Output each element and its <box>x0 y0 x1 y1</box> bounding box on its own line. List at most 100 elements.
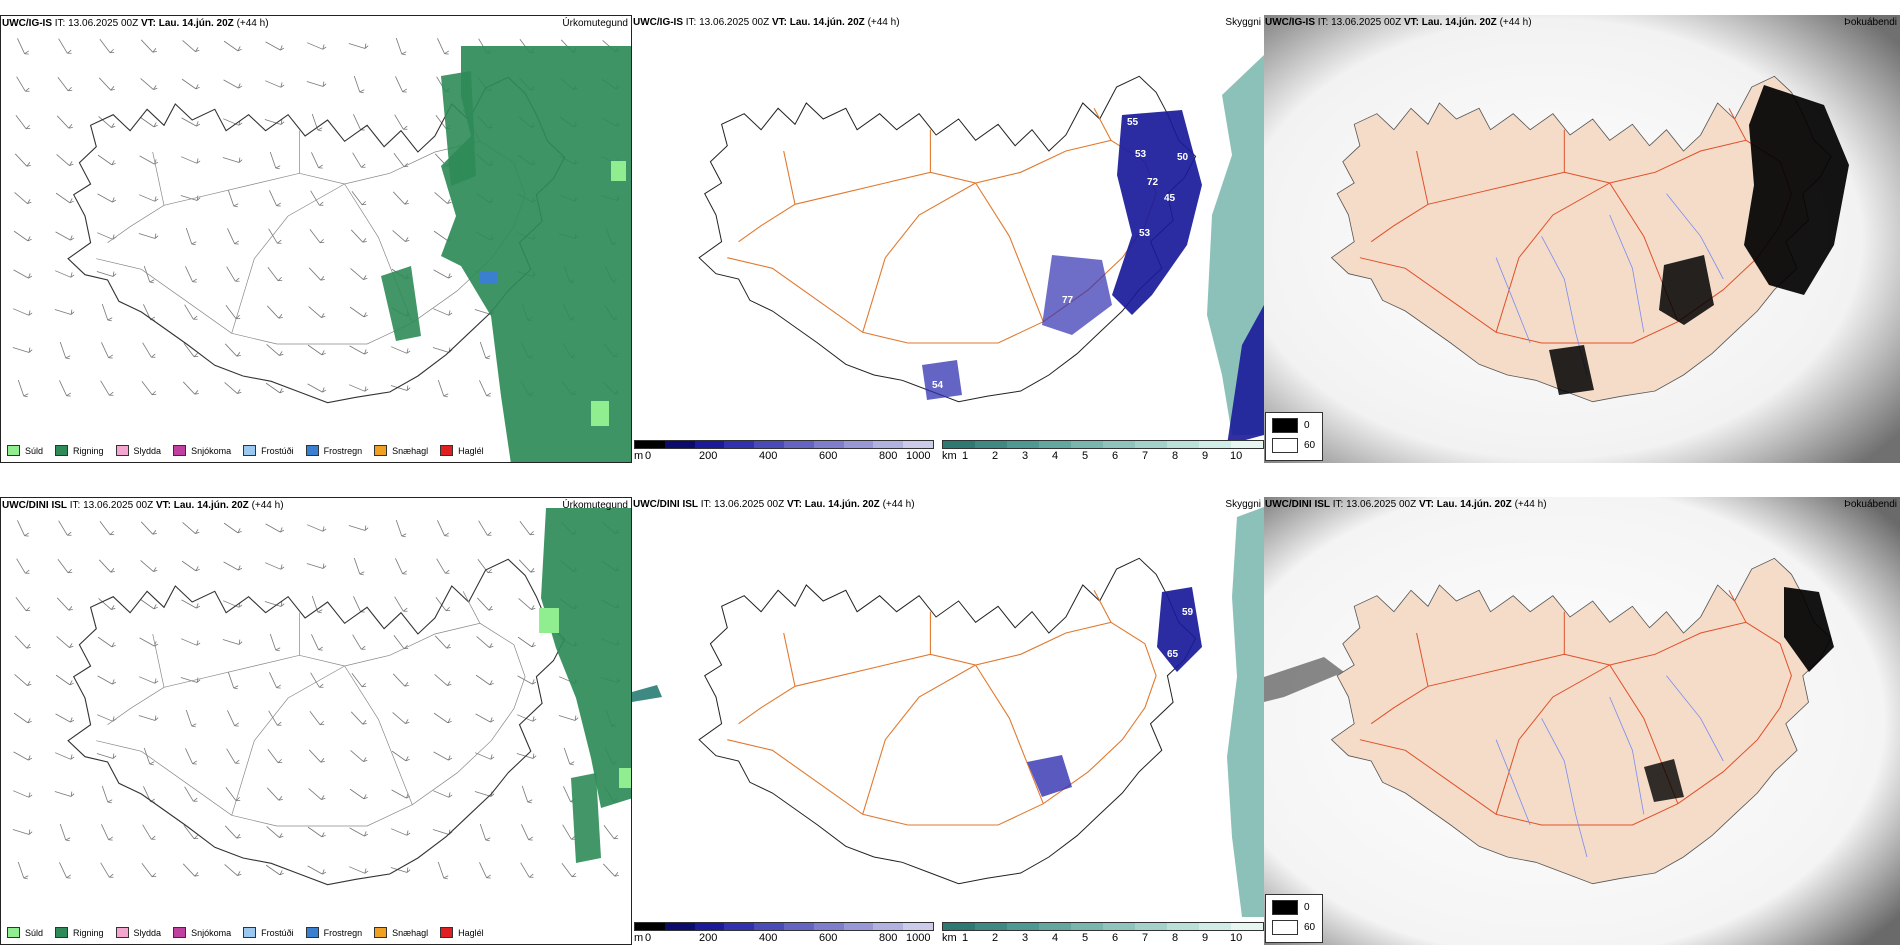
wind-barb <box>59 862 71 879</box>
wind-barb <box>353 557 365 576</box>
wind-barb <box>266 305 283 319</box>
wind-barb <box>56 154 74 166</box>
visibility-area <box>632 685 662 702</box>
colorbar-tick: 1000 <box>906 932 931 944</box>
wind-barb <box>97 636 116 648</box>
legend-item: Snjókoma <box>173 445 231 456</box>
wind-barb <box>180 677 201 683</box>
wind-barb <box>307 826 326 838</box>
wind-barb <box>561 862 577 878</box>
wind-barb <box>475 713 495 723</box>
lead-time: (+44 h) <box>236 18 269 29</box>
wind-barb <box>517 636 536 648</box>
wind-barb <box>311 634 323 651</box>
colorbar-tick: 3 <box>1022 932 1029 944</box>
wind-barb <box>226 266 240 282</box>
panel-title: Úrkomutegund <box>562 500 628 511</box>
freezing-rain-area <box>479 271 497 283</box>
colorbar-unit: m <box>634 932 644 944</box>
wind-barb <box>227 189 239 208</box>
wind-barb <box>98 116 116 128</box>
wind-barb <box>13 269 33 279</box>
wind-barb <box>99 38 115 54</box>
legend-item: Snæhagl <box>374 927 428 938</box>
wind-barb <box>434 192 452 204</box>
wind-barb <box>391 346 411 354</box>
wind-barb <box>479 823 491 842</box>
wind-barb <box>142 342 156 358</box>
cloudbase-label: 45 <box>1164 193 1176 204</box>
wind-barb <box>265 864 284 876</box>
legend-item: Haglél <box>440 927 484 938</box>
wind-barb <box>17 861 29 880</box>
panel-header: UWC/DINI ISL IT: 13.06.2025 00Z VT: Lau.… <box>1265 499 1547 510</box>
wind-barb <box>350 229 367 243</box>
wind-barb <box>349 345 369 355</box>
iceland-land <box>1330 557 1832 885</box>
cloudbase-value-labels: 59 65 <box>632 497 1264 945</box>
colorbar-tick: 2 <box>992 932 999 944</box>
wind-barb <box>392 712 410 724</box>
wind-barb <box>349 384 369 392</box>
wind-barb <box>519 520 535 536</box>
wind-barb <box>138 233 159 239</box>
wind-barb <box>307 524 327 532</box>
wind-barb <box>140 560 158 572</box>
cloudbase-label: 50 <box>1177 152 1189 163</box>
wind-barb <box>558 715 579 721</box>
colorbar-tick: 4 <box>1052 450 1059 462</box>
colorbar-tick: 9 <box>1202 450 1209 462</box>
colorbar-tick: 800 <box>879 450 898 462</box>
wind-barb <box>265 80 285 88</box>
init-time: 13.06.2025 00Z <box>83 500 154 511</box>
valid-time: Lau. 14.jún. 20Z <box>789 17 865 28</box>
wind-barb <box>224 343 241 357</box>
iceland-land <box>1330 75 1832 403</box>
valid-time: Lau. 14.jún. 20Z <box>1436 499 1512 510</box>
wind-barb <box>54 309 75 315</box>
wind-barb <box>101 785 113 804</box>
wind-barb <box>306 81 327 87</box>
wind-barb <box>350 268 368 280</box>
wind-barb <box>395 76 407 93</box>
wind-barb <box>394 114 408 130</box>
wind-barb <box>227 228 239 245</box>
wind-barb <box>351 190 367 206</box>
wind-barb <box>55 270 75 278</box>
wind-barb <box>517 675 537 685</box>
init-time: 13.06.2025 00Z <box>1346 499 1417 510</box>
wind-barb <box>223 522 242 534</box>
wind-barb <box>15 114 31 130</box>
wind-barb <box>55 674 74 686</box>
wind-barb <box>180 195 201 201</box>
wind-barb <box>98 559 115 573</box>
valid-time: Lau. 14.jún. 20Z <box>804 499 880 510</box>
wind-barb <box>308 788 326 800</box>
drizzle-area <box>619 768 631 788</box>
wind-barb <box>223 79 243 89</box>
wind-barb <box>352 634 366 650</box>
rivers <box>1495 675 1724 858</box>
wind-barb <box>353 114 365 131</box>
wind-barb <box>433 751 453 761</box>
legend-item: Frostregn <box>305 445 362 456</box>
low-cloud-area <box>1027 755 1072 797</box>
wind-barb <box>268 710 282 726</box>
cloudbase-value-labels: 55 53 50 72 45 53 77 54 <box>632 15 1264 463</box>
wind-barb <box>348 43 369 49</box>
model-name: UWC/IG-IS <box>2 18 52 29</box>
wind-barb <box>101 342 113 359</box>
wind-barb <box>395 558 407 575</box>
fog-area <box>1644 759 1684 802</box>
wind-barb <box>98 77 115 91</box>
colorbar-tick: 200 <box>699 450 718 462</box>
lead-time: (+44 h) <box>1514 499 1547 510</box>
wind-barb <box>350 711 367 725</box>
legend-item: Slydda <box>115 927 161 938</box>
panel-header: UWC/IG-IS IT: 13.06.2025 00Z VT: Lau. 14… <box>1265 17 1532 28</box>
low-cloud-area <box>922 360 962 400</box>
cloudbase-label: 59 <box>1182 607 1194 618</box>
wind-barb <box>266 826 284 838</box>
colorbar-swatches <box>634 922 934 931</box>
colorbar-tick: 1 <box>962 932 969 944</box>
